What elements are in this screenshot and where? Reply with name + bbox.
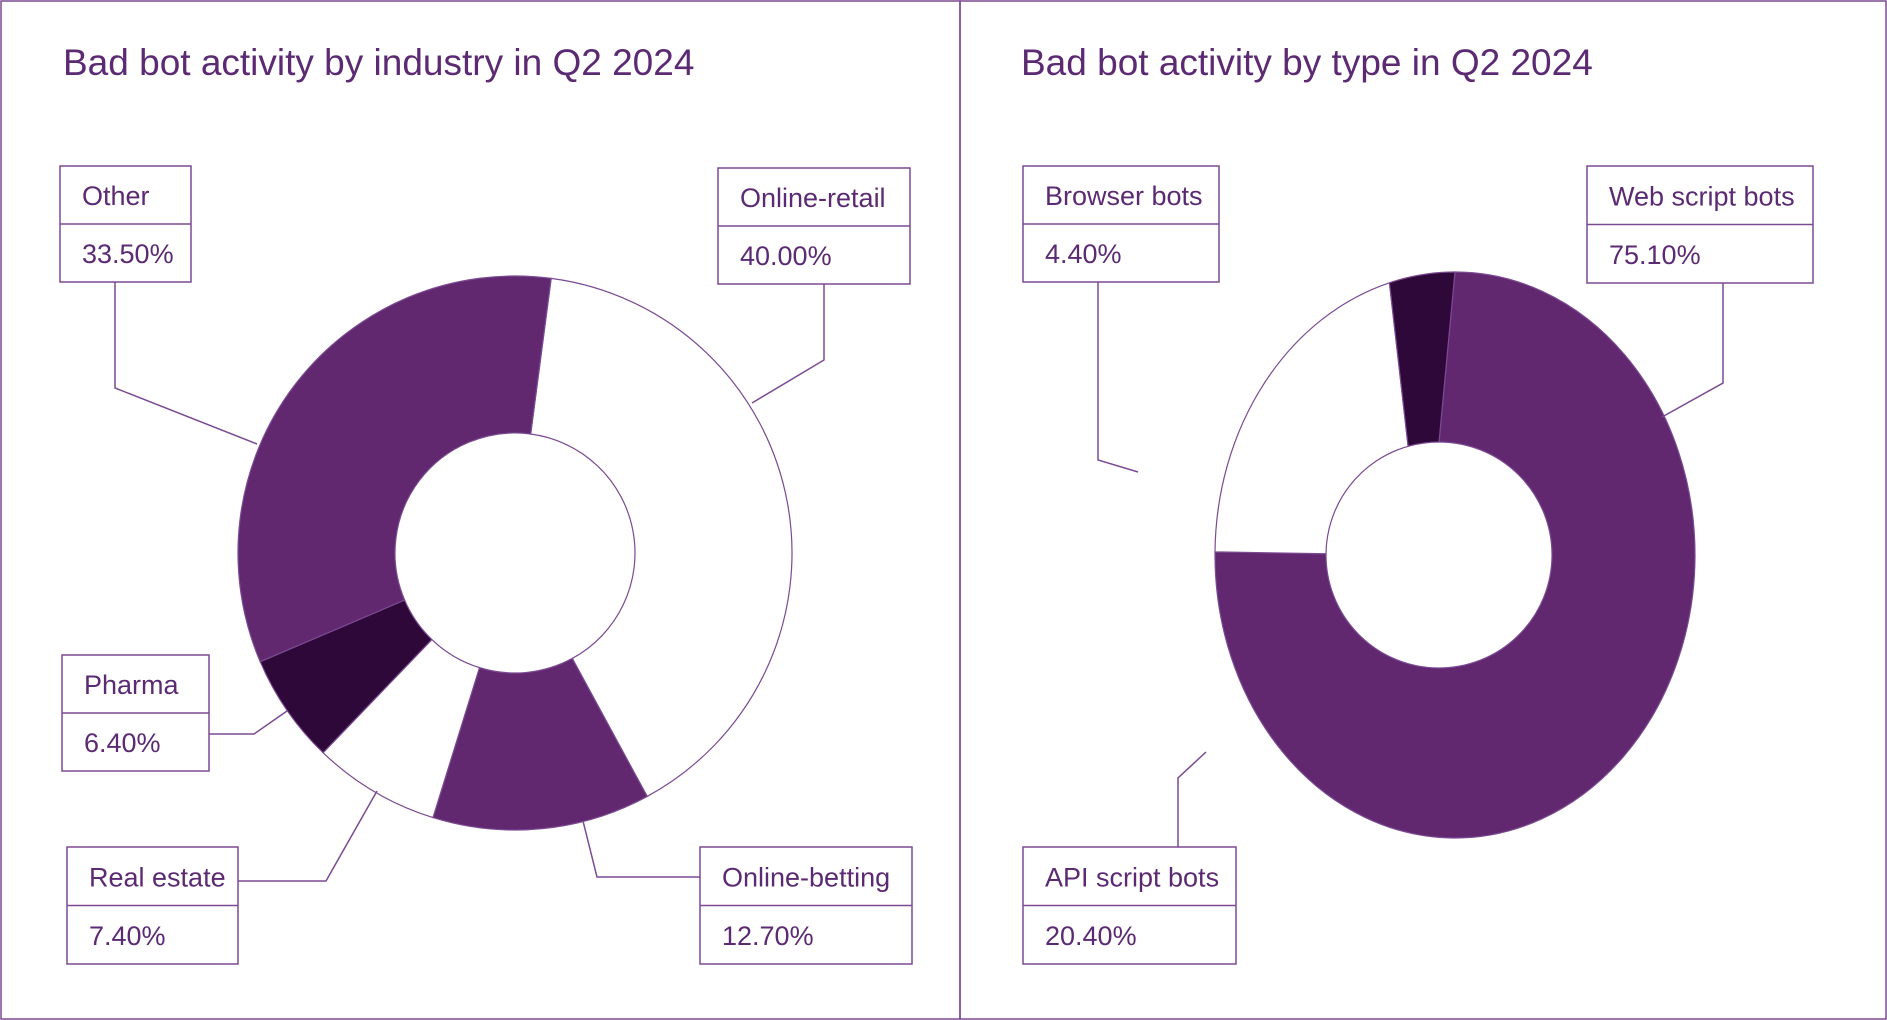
slice-web-script-bots <box>1214 271 1696 839</box>
leader-line-browser-bots <box>1097 282 1139 473</box>
leader-line-online-betting <box>582 820 700 878</box>
label-api-script-bots: API script bots 20.40% <box>1022 751 1237 965</box>
slice-browser-bots <box>1388 271 1456 448</box>
label-online-betting: Online-betting 12.70% <box>582 820 913 965</box>
slice-name-real-estate: Real estate <box>89 862 226 892</box>
slice-value-browser-bots: 4.40% <box>1045 239 1122 269</box>
leader-line-other <box>114 282 258 445</box>
slice-value-other: 33.50% <box>82 239 174 269</box>
slice-name-web-script-bots: Web script bots <box>1609 181 1795 211</box>
label-pharma: Pharma 6.40% <box>61 654 288 772</box>
slice-api-script-bots <box>1214 281 1409 555</box>
slice-value-online-retail: 40.00% <box>740 241 832 271</box>
label-other: Other 33.50% <box>59 165 258 445</box>
label-web-script-bots: Web script bots 75.10% <box>1586 165 1814 418</box>
leader-line-pharma <box>209 710 288 735</box>
type-chart-title: Bad bot activity by type in Q2 2024 <box>1021 42 1593 83</box>
type-labels: Web script bots 75.10% API script bots 20.4… <box>1022 165 1814 965</box>
slice-value-web-script-bots: 75.10% <box>1609 240 1701 270</box>
industry-donut <box>237 275 793 831</box>
leader-line-api-script-bots <box>1177 751 1207 847</box>
slice-online-retail <box>529 277 793 798</box>
leader-line-online-retail <box>751 284 825 404</box>
slice-value-online-betting: 12.70% <box>722 921 814 951</box>
slice-other <box>237 275 552 663</box>
industry-labels: Online-retail 40.00% Online-betting 12.70% R… <box>59 165 913 965</box>
slice-value-pharma: 6.40% <box>84 728 161 758</box>
industry-chart-title: Bad bot activity by industry in Q2 2024 <box>63 42 694 83</box>
label-real-estate: Real estate 7.40% <box>66 790 378 965</box>
slice-name-browser-bots: Browser bots <box>1045 181 1203 211</box>
slice-online-betting <box>432 657 648 831</box>
type-donut <box>1214 271 1696 839</box>
slice-name-pharma: Pharma <box>84 670 180 700</box>
slice-name-api-script-bots: API script bots <box>1045 862 1219 892</box>
slice-value-real-estate: 7.40% <box>89 921 166 951</box>
leader-line-web-script-bots <box>1661 283 1724 418</box>
slice-name-online-retail: Online-retail <box>740 183 886 213</box>
type-chart-panel: Bad bot activity by type in Q2 2024 Web … <box>959 0 1887 1020</box>
slice-name-other: Other <box>82 181 150 211</box>
slice-name-online-betting: Online-betting <box>722 862 890 892</box>
label-browser-bots: Browser bots 4.40% <box>1022 165 1220 473</box>
slice-value-api-script-bots: 20.40% <box>1045 921 1137 951</box>
type-panel-border <box>959 0 1887 1020</box>
label-online-retail: Online-retail 40.00% <box>717 167 911 404</box>
industry-chart-panel: Bad bot activity by industry in Q2 2024 … <box>0 0 961 1020</box>
leader-line-real-estate <box>238 790 378 882</box>
